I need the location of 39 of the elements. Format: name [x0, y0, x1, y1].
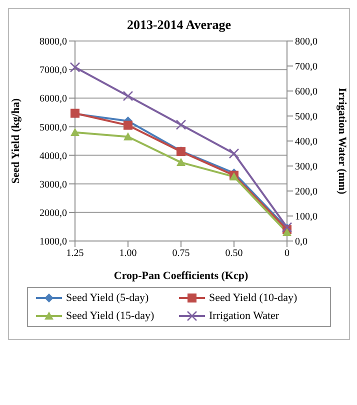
y-tick-label: 7000,0 [40, 65, 67, 76]
point [70, 128, 80, 136]
x-axis-title: Crop-Pan Coefficients (Kcp) [114, 270, 248, 282]
y-tick-label: 5000,0 [40, 122, 67, 134]
point [122, 90, 134, 102]
x-tick-label: 1.00 [119, 248, 137, 260]
point [282, 228, 292, 236]
y-tick-label: 6000,0 [40, 94, 67, 105]
y-tick-label: 2000,0 [40, 208, 67, 219]
chart-title: 2013-2014 Average [126, 17, 232, 33]
point [176, 120, 186, 130]
y-axis-title: Seed Yield (kg/ha) [10, 98, 22, 184]
y2-axis-title: Irrigation Water (mm) [336, 88, 348, 195]
x-tick-label: 0 [284, 248, 290, 260]
y2-tick-label: 500,0 [295, 112, 318, 123]
legend-label: Irrigation Water [209, 310, 280, 322]
legend-label: Seed Yield (10-day) [209, 292, 298, 304]
legend-label: Seed Yield (15-day) [66, 310, 154, 322]
x-tick-label: 1.25 [66, 248, 84, 260]
point [124, 120, 132, 130]
y2-tick-label: 200,0 [295, 186, 318, 198]
y-tick-label: 4000,0 [40, 150, 67, 162]
point [124, 132, 132, 140]
legend-label: Seed Yield (5-day) [66, 292, 149, 304]
y-tick-label: 1000,0 [40, 236, 67, 248]
x-tick-label: 0.50 [225, 248, 243, 260]
y2-tick-label: 300,0 [295, 162, 318, 173]
point [176, 158, 186, 166]
y2-tick-label: 800,0 [295, 36, 318, 48]
y2-tick-label: 0,0 [295, 236, 308, 248]
point [228, 148, 240, 159]
y2-tick-label: 600,0 [295, 86, 318, 98]
y2-tick-label: 400,0 [295, 136, 318, 148]
point [70, 62, 80, 72]
y2-tick-label: 700,0 [295, 62, 318, 73]
y-tick-label: 8000,0 [40, 36, 67, 48]
y-tick-label: 3000,0 [40, 179, 67, 190]
y2-tick-label: 100,0 [295, 212, 318, 223]
x-tick-label: 0.75 [172, 248, 190, 260]
